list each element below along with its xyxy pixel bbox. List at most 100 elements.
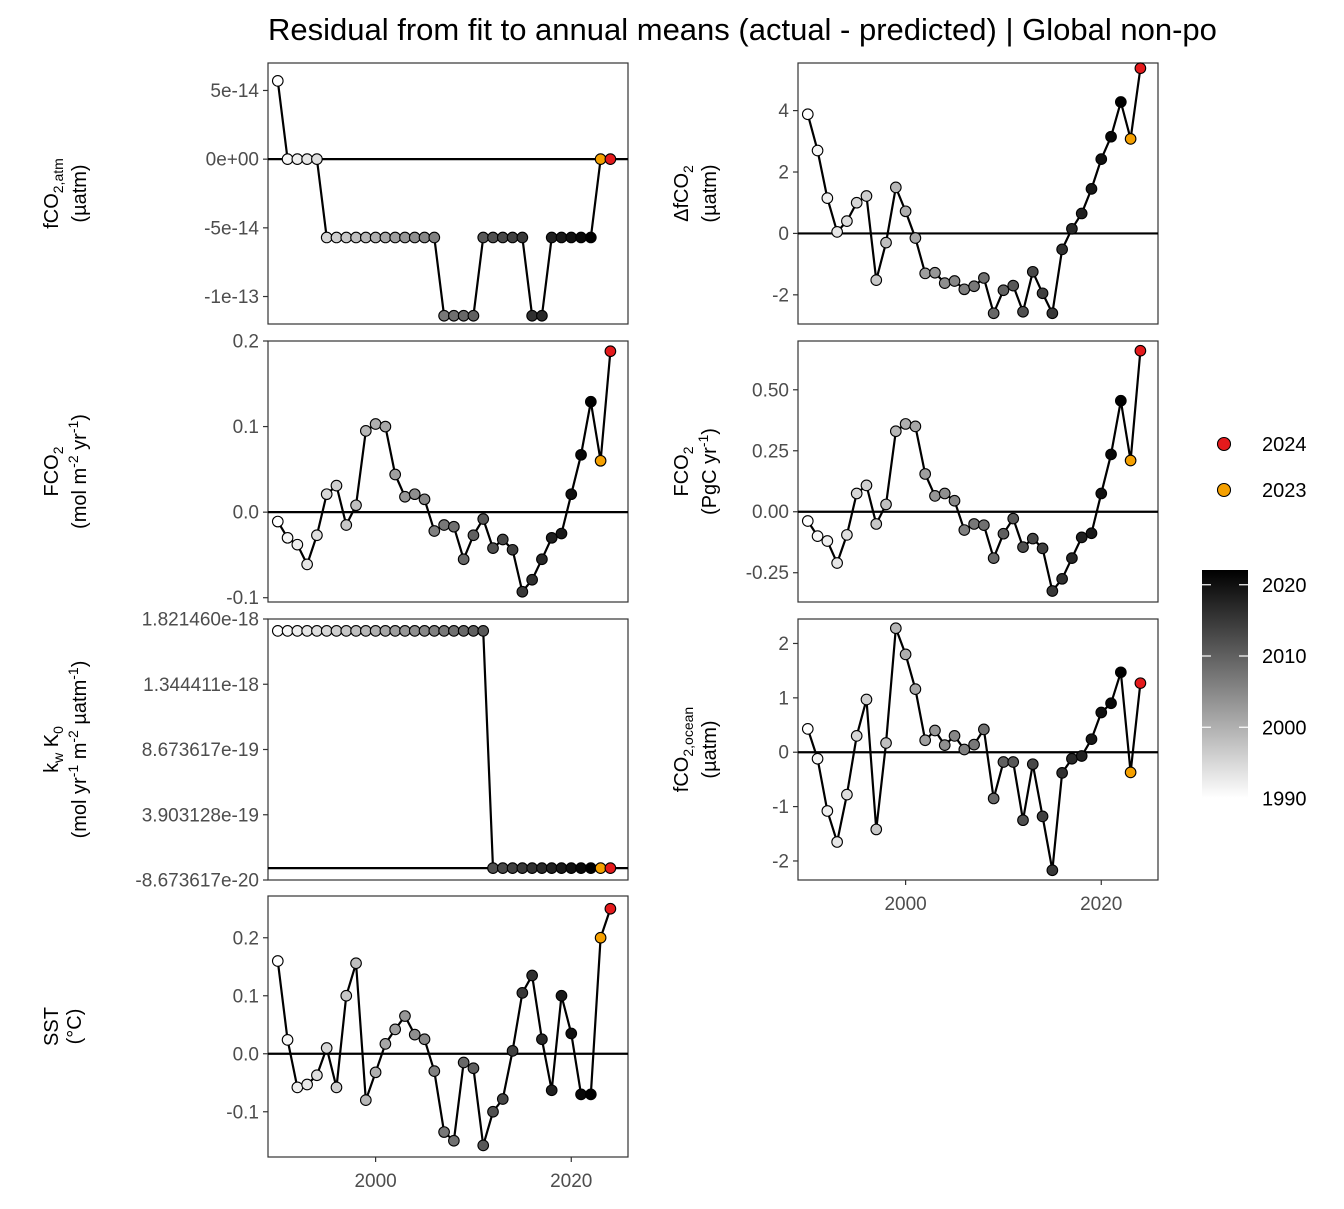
- data-point: [320, 488, 333, 501]
- data-point: [291, 153, 304, 166]
- panel-fco2ocean: 2 1 0 -1 -2 2000 2020 fCO2,ocean (µatm): [671, 618, 1159, 915]
- data-point: [1017, 814, 1029, 827]
- data-point: [418, 231, 431, 244]
- data-point: [536, 862, 548, 874]
- panel-fco2flux-pgc: 0.50 0.25 0.00 -0.25 FCO2 (PgC yr-1): [671, 340, 1159, 603]
- data-point: [428, 1065, 441, 1078]
- data-point: [594, 862, 607, 874]
- data-point: [948, 275, 961, 287]
- data-point: [408, 488, 421, 501]
- data-point: [545, 531, 558, 544]
- data-point: [457, 1056, 470, 1069]
- data-point: [831, 226, 843, 238]
- y-tick-label: 4: [778, 101, 789, 122]
- data-point: [938, 487, 951, 500]
- data-point: [889, 425, 902, 438]
- data-point: [359, 1094, 372, 1107]
- data-point: [496, 231, 509, 244]
- data-point: [516, 231, 529, 244]
- y-tick-label: 0.0: [233, 1044, 259, 1065]
- data-point: [594, 454, 607, 467]
- data-point: [919, 734, 932, 747]
- data-point: [1085, 527, 1098, 540]
- panel-fco2atm: 5e-14 0e+00 -5e-14 -1e-13 fCO2,atm (µatm): [41, 62, 629, 325]
- data-point: [1056, 767, 1068, 779]
- data-point: [301, 625, 313, 637]
- data-point: [889, 181, 902, 194]
- data-point: [555, 231, 568, 244]
- data-point: [369, 625, 382, 637]
- data-point: [841, 788, 853, 801]
- data-point: [487, 542, 499, 554]
- data-point: [987, 307, 1000, 320]
- y-tick-label: 0.50: [752, 380, 789, 401]
- data-point: [831, 836, 843, 848]
- data-point: [496, 862, 509, 874]
- data-point: [1085, 183, 1098, 195]
- data-point: [1105, 130, 1117, 143]
- y-tick-label: -8.673617e-20: [135, 871, 259, 892]
- data-point: [526, 309, 538, 322]
- data-point: [311, 625, 323, 637]
- data-point: [968, 280, 980, 293]
- y-tick-label: 0.25: [752, 441, 789, 462]
- data-point: [438, 625, 450, 637]
- data-point: [448, 309, 460, 322]
- legend-label-2024: 2024: [1262, 434, 1307, 456]
- data-point: [1007, 756, 1020, 768]
- panels: 5e-14 0e+00 -5e-14 -1e-13 fCO2,atm (µatm) 4 2 0 -…: [41, 62, 1159, 1192]
- colorbar: [1202, 570, 1248, 798]
- panel-fco2flux-mol: 0.2 0.1 0.0 -0.1 FCO2(mol m-2 yr-1): [41, 332, 629, 609]
- data-point: [899, 418, 912, 430]
- data-point: [536, 1033, 548, 1046]
- data-point: [369, 1066, 382, 1079]
- data-point: [860, 693, 873, 706]
- data-point: [281, 625, 294, 637]
- data-point: [379, 231, 392, 244]
- data-point: [555, 989, 568, 1002]
- data-point: [958, 283, 971, 296]
- data-point: [841, 529, 853, 541]
- panel-border: [797, 62, 1159, 325]
- data-point: [311, 153, 323, 166]
- data-point: [291, 625, 304, 637]
- panel-sst: 0.2 0.1 0.0 -0.1 2000 2020 SST(°C): [41, 895, 629, 1192]
- data-point: [1026, 532, 1039, 545]
- data-point: [821, 535, 834, 547]
- data-point: [487, 1105, 499, 1118]
- data-point: [369, 418, 382, 430]
- data-point: [359, 625, 372, 637]
- colorbar-label: 2010: [1262, 646, 1307, 668]
- data-point: [1046, 864, 1059, 877]
- data-point: [281, 1033, 294, 1046]
- data-point: [850, 196, 863, 209]
- data-point: [929, 490, 941, 502]
- data-point: [506, 862, 519, 874]
- panel-border: [267, 62, 629, 325]
- data-point: [584, 1088, 597, 1101]
- data-point: [408, 625, 421, 637]
- data-point: [467, 1062, 480, 1075]
- data-point: [438, 1126, 450, 1138]
- data-point: [340, 231, 353, 244]
- data-point: [359, 231, 372, 244]
- data-point: [1124, 766, 1137, 779]
- data-point: [870, 518, 883, 530]
- data-point: [1036, 810, 1049, 823]
- y-tick-label: -5e-14: [204, 218, 259, 239]
- data-point: [389, 231, 402, 244]
- data-point: [1017, 541, 1029, 553]
- panel-border: [267, 340, 629, 603]
- y-tick-label: 1: [778, 688, 789, 709]
- chart-title: Residual from fit to annual means (actua…: [268, 12, 1217, 47]
- data-point: [997, 756, 1010, 768]
- data-point: [565, 488, 578, 501]
- data-point: [271, 75, 284, 87]
- data-point: [428, 625, 441, 637]
- data-point: [860, 479, 873, 492]
- data-point: [1124, 132, 1137, 145]
- data-point: [379, 1038, 392, 1050]
- data-point: [301, 558, 313, 571]
- y-tick-label: 0.00: [752, 502, 789, 523]
- data-point: [408, 1028, 421, 1041]
